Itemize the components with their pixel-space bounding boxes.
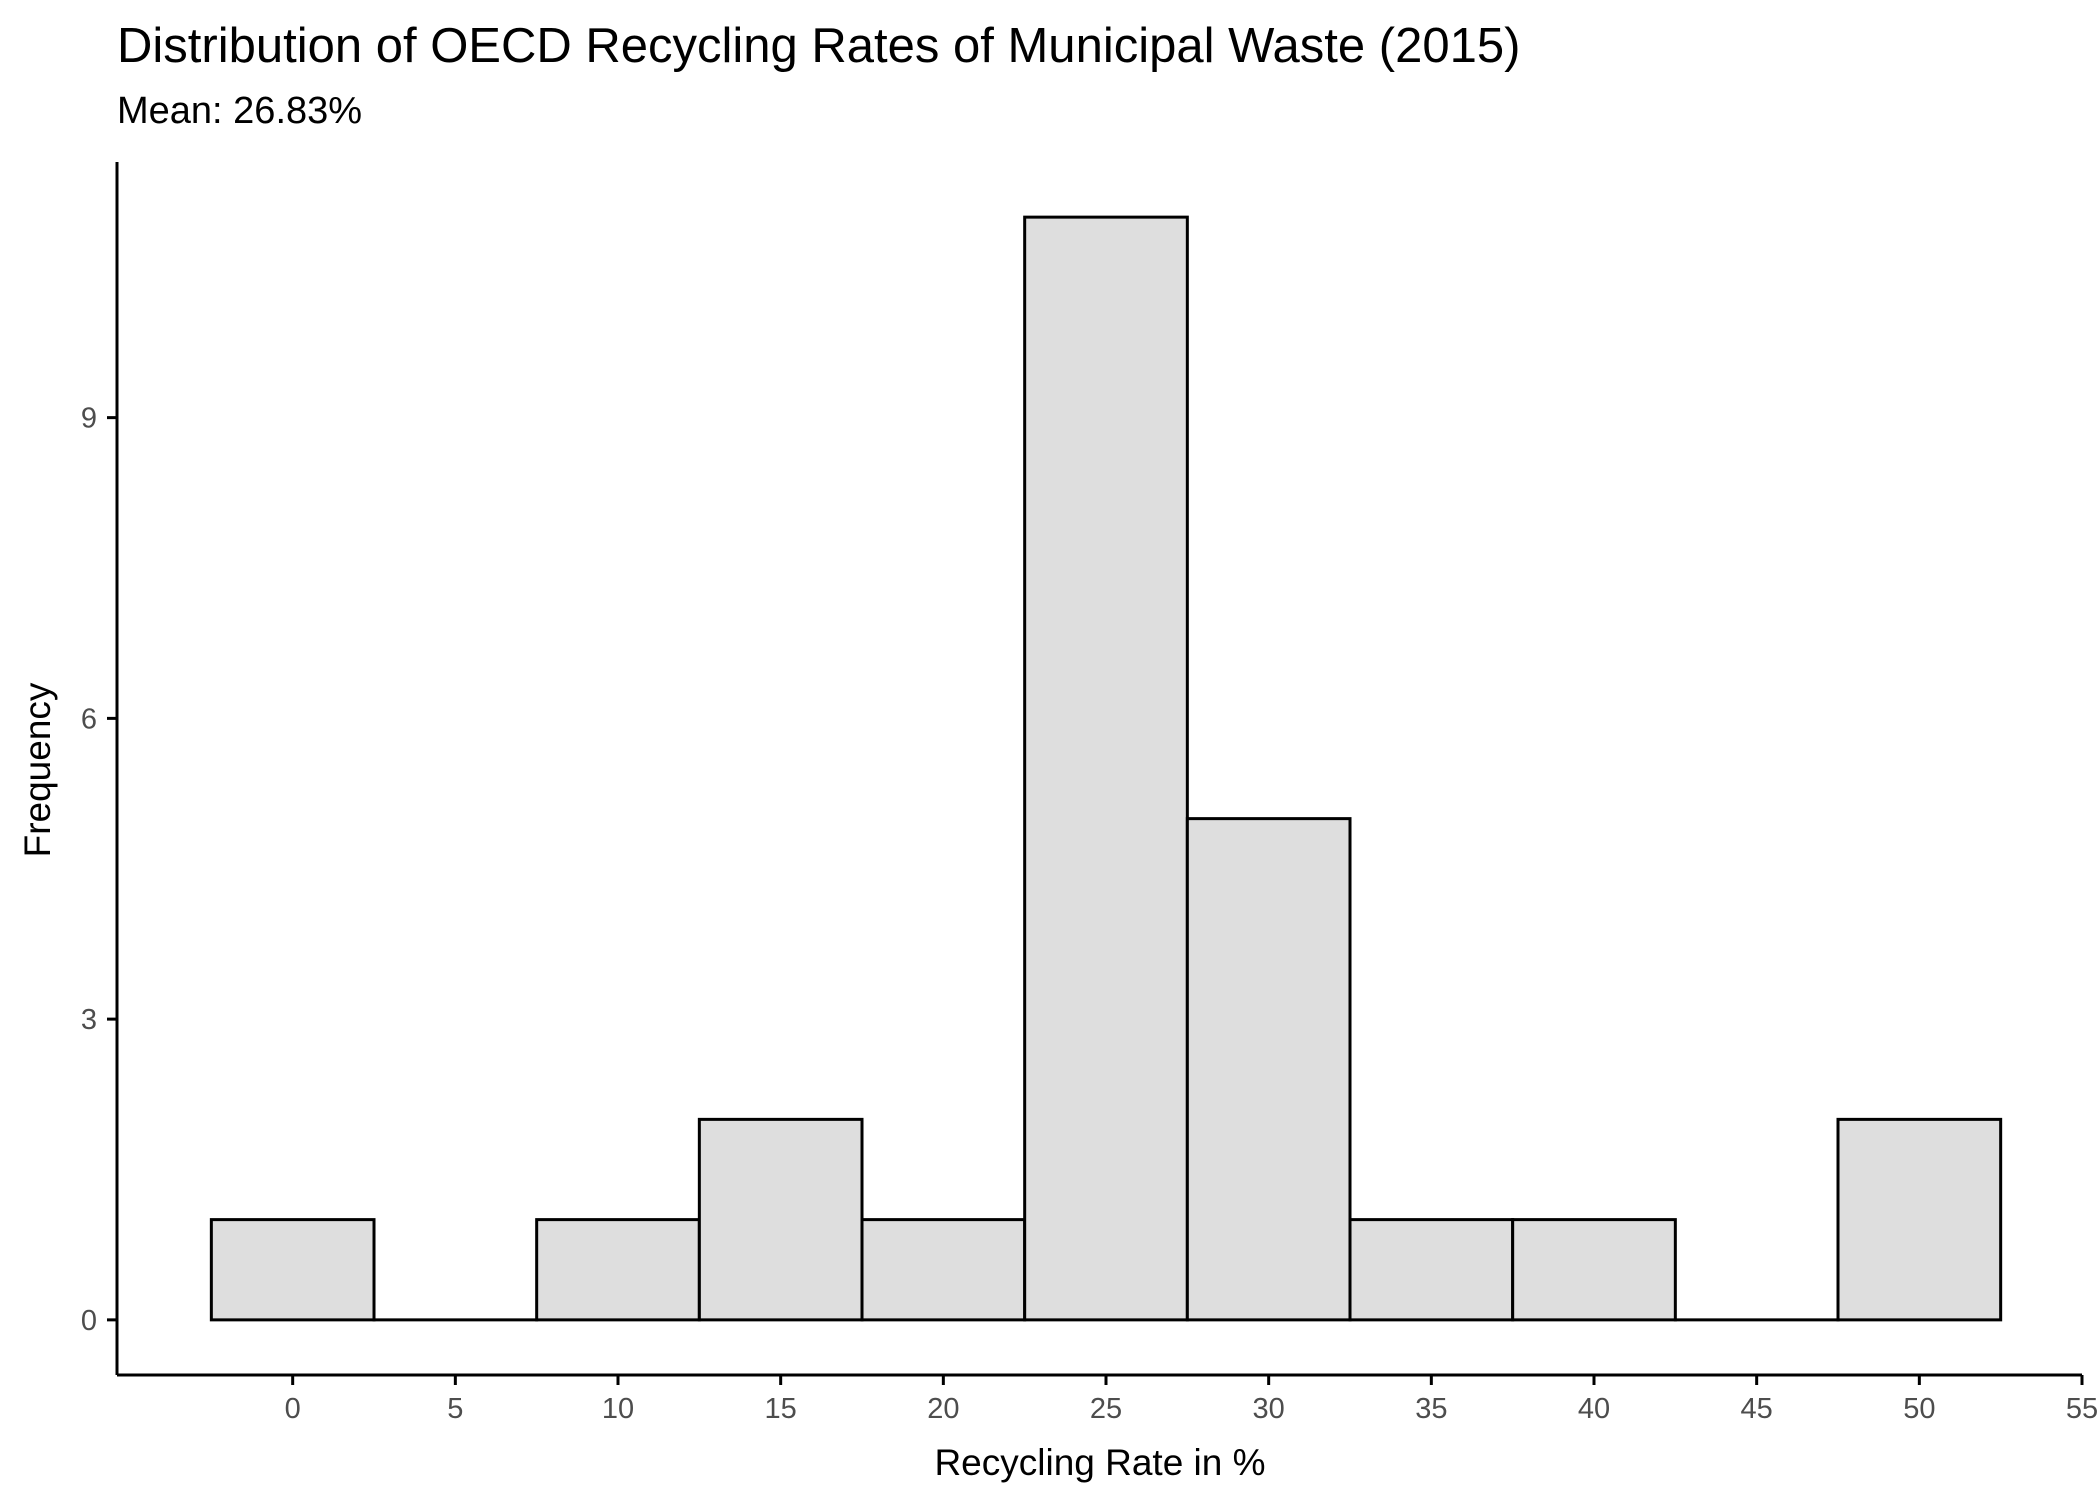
histogram-bar-40 [1511,1218,1677,1322]
x-tick-label: 0 [285,1393,301,1425]
x-axis-title: Recycling Rate in % [934,1442,1265,1483]
x-tick-label: 50 [1903,1393,1935,1425]
x-tick-label: 25 [1090,1393,1122,1425]
y-tick-label: 6 [81,703,97,735]
histogram-bar-10 [535,1218,701,1322]
chart-subtitle: Mean: 26.83% [117,90,363,132]
y-tick-label: 9 [81,403,97,435]
bars-layer [209,215,2003,1322]
x-tick-label: 10 [602,1393,634,1425]
y-ticks-layer: 0 3 6 9 [81,403,117,1337]
x-tick-label: 45 [1741,1393,1773,1425]
chart-title: Distribution of OECD Recycling Rates of … [117,19,1521,73]
histogram-bar-35 [1348,1218,1515,1322]
histogram-bar-30 [1185,817,1352,1322]
x-tick-label: 30 [1253,1393,1285,1425]
x-ticks-layer: 0 5 10 15 20 25 30 35 40 45 50 55 [285,1375,2098,1425]
x-tick-label: 35 [1415,1393,1447,1425]
histogram-bar-20 [860,1218,1027,1322]
histogram-bar-0 [209,1218,376,1322]
x-tick-label: 5 [447,1393,463,1425]
y-tick-label: 0 [81,1305,97,1337]
x-tick-label: 55 [2066,1393,2098,1425]
x-tick-label: 20 [927,1393,959,1425]
x-tick-label: 40 [1578,1393,1610,1425]
histogram-bar-50 [1836,1117,2003,1322]
y-tick-label: 3 [81,1004,97,1036]
histogram-bar-15 [697,1117,864,1322]
y-axis-title: Frequency [17,682,58,857]
x-tick-label: 15 [765,1393,797,1425]
histogram-bar-25 [1023,215,1189,1322]
